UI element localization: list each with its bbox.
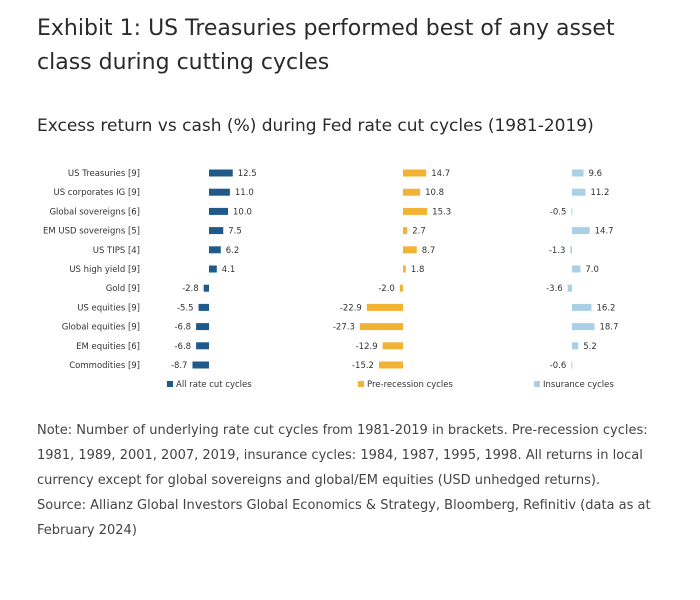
bar [209, 207, 228, 215]
bar [378, 361, 403, 369]
legend-label: Insurance cycles [543, 380, 614, 390]
data-label: 4.1 [222, 265, 236, 275]
category-label: EM equities [6] [76, 342, 140, 352]
bar [209, 227, 224, 235]
note-text: Note: Number of underlying rate cut cycl… [37, 423, 648, 488]
data-label: -2.8 [182, 284, 199, 294]
data-label: -12.9 [356, 342, 378, 352]
legend-swatch [534, 381, 540, 387]
data-label: 18.7 [599, 323, 618, 333]
chart-notes: Note: Number of underlying rate cut cycl… [37, 418, 657, 543]
data-label: 1.8 [411, 265, 425, 275]
data-label: -1.3 [549, 246, 566, 256]
data-label: 7.5 [228, 227, 242, 237]
category-label: US high yield [9] [69, 265, 140, 275]
bar [196, 323, 209, 331]
legend-label: All rate cut cycles [176, 380, 252, 390]
bar [209, 169, 233, 177]
category-label: US Treasuries [9] [68, 169, 140, 179]
data-label: -3.6 [546, 284, 563, 294]
bar [572, 188, 586, 196]
bar [572, 303, 592, 311]
data-label: 14.7 [431, 169, 450, 179]
data-label: -0.6 [550, 361, 567, 371]
bar [399, 284, 403, 292]
data-label: 15.3 [432, 207, 451, 217]
data-label: 10.0 [233, 207, 252, 217]
legend-swatch [358, 381, 364, 387]
data-label: -6.8 [174, 342, 191, 352]
bar [572, 323, 595, 331]
data-label: 7.0 [585, 265, 599, 275]
data-label: -27.3 [333, 323, 355, 333]
bar [572, 265, 581, 273]
data-label: -6.8 [174, 323, 191, 333]
bar [382, 342, 403, 350]
data-label: 8.7 [422, 246, 436, 256]
bar [403, 188, 421, 196]
bar [403, 169, 427, 177]
bar [567, 284, 572, 292]
bar [403, 246, 417, 254]
bar [192, 361, 209, 369]
data-label: 2.7 [412, 227, 426, 237]
bar [403, 207, 428, 215]
legend-swatch [167, 381, 173, 387]
category-label: US corporates IG [9] [53, 188, 140, 198]
data-label: 5.2 [583, 342, 597, 352]
data-label: 12.5 [238, 169, 257, 179]
bar [403, 227, 408, 235]
data-label: 16.2 [596, 303, 615, 313]
source-text: Source: Allianz Global Investors Global … [37, 498, 651, 538]
bar [198, 303, 209, 311]
data-label: -5.5 [177, 303, 194, 313]
bar [209, 246, 221, 254]
category-label: US equities [9] [77, 303, 140, 313]
data-label: -2.0 [378, 284, 395, 294]
bar [359, 323, 403, 331]
bar [572, 227, 590, 235]
data-label: -8.7 [171, 361, 188, 371]
bar [572, 169, 584, 177]
bar [196, 342, 209, 350]
category-label: Commodities [9] [69, 361, 140, 371]
category-label: US TIPS [4] [93, 246, 140, 256]
data-label: 11.2 [590, 188, 609, 198]
category-label: Global sovereigns [6] [49, 207, 140, 217]
bar [571, 361, 573, 369]
bar [571, 207, 573, 215]
data-label: 14.7 [595, 227, 614, 237]
category-label: Global equities [9] [62, 323, 140, 333]
bar [209, 188, 230, 196]
data-label: 9.6 [589, 169, 603, 179]
data-label: 10.8 [425, 188, 444, 198]
chart-subtitle: Excess return vs cash (%) during Fed rat… [37, 116, 594, 136]
bar [203, 284, 209, 292]
bar [403, 265, 406, 273]
bar [366, 303, 403, 311]
data-label: -15.2 [352, 361, 374, 371]
category-label: Gold [9] [106, 284, 140, 294]
chart-title: Exhibit 1: US Treasuries performed best … [37, 16, 615, 75]
category-label: EM USD sovereigns [5] [43, 227, 140, 237]
data-label: 6.2 [226, 246, 240, 256]
data-label: -0.5 [550, 207, 567, 217]
data-label: 11.0 [235, 188, 254, 198]
legend-label: Pre-recession cycles [367, 380, 453, 390]
bar [570, 246, 572, 254]
data-label: -22.9 [340, 303, 362, 313]
bar [209, 265, 217, 273]
bar [572, 342, 579, 350]
bar-chart: US Treasuries [9] US corporates IG [9] Glo… [43, 169, 618, 390]
